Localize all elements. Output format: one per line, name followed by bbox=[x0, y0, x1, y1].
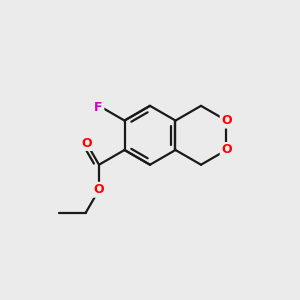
Text: O: O bbox=[94, 183, 104, 196]
Text: O: O bbox=[221, 143, 232, 157]
Text: O: O bbox=[81, 136, 92, 149]
Text: O: O bbox=[221, 114, 232, 127]
Text: F: F bbox=[94, 101, 103, 114]
